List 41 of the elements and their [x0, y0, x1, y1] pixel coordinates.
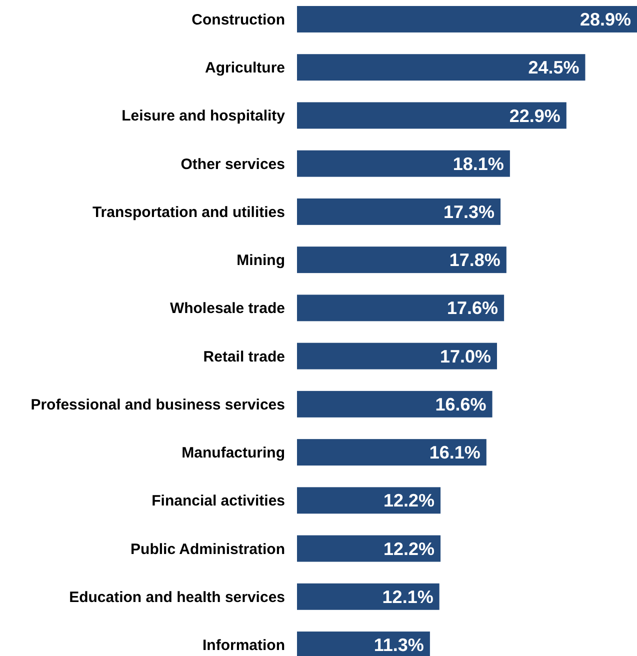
- bar: [297, 102, 566, 129]
- y-tick-label: Agriculture: [204, 60, 285, 77]
- data-label: 12.2%: [383, 490, 435, 511]
- y-tick-label: Professional and business services: [30, 396, 285, 414]
- bar: [297, 6, 637, 32]
- y-tick-label: Financial activities: [152, 492, 285, 510]
- y-tick-label: Information: [202, 637, 285, 654]
- y-tick-label: Public Administration: [130, 540, 285, 558]
- y-tick-label: Leisure and hospitality: [122, 108, 286, 125]
- y-tick-label: Manufacturing: [182, 444, 285, 462]
- data-label: 17.0%: [440, 346, 491, 366]
- data-label: 17.3%: [443, 202, 495, 222]
- bar: [297, 150, 510, 177]
- data-label: 28.9%: [580, 10, 631, 30]
- data-label: 24.5%: [528, 58, 580, 78]
- bar: [297, 535, 441, 562]
- bar: [297, 54, 586, 81]
- bar: [297, 246, 506, 274]
- bar: [297, 487, 441, 514]
- data-label: 17.8%: [449, 250, 500, 270]
- data-label: 22.9%: [509, 106, 560, 126]
- y-tick-label: Education and health services: [69, 588, 285, 606]
- bar: [297, 583, 440, 610]
- y-tick-label: Construction: [192, 11, 285, 28]
- y-tick-label: Wholesale trade: [170, 300, 285, 318]
- bar: [297, 342, 497, 370]
- y-tick-label: Other services: [180, 156, 285, 173]
- bar: [297, 198, 501, 225]
- data-label: 18.1%: [452, 154, 504, 174]
- data-label: 17.6%: [447, 298, 498, 318]
- bar: [297, 439, 486, 466]
- data-label: 12.1%: [382, 586, 434, 607]
- y-tick-label: Retail trade: [203, 348, 285, 366]
- bar: [297, 390, 492, 418]
- data-label: 16.1%: [429, 442, 480, 463]
- y-tick-label: Mining: [236, 252, 285, 270]
- data-label: 12.2%: [383, 538, 435, 559]
- y-tick-label: Transportation and utilities: [92, 204, 285, 221]
- bar: [297, 294, 504, 322]
- data-label: 11.3%: [374, 635, 424, 656]
- data-label: 16.6%: [435, 394, 486, 414]
